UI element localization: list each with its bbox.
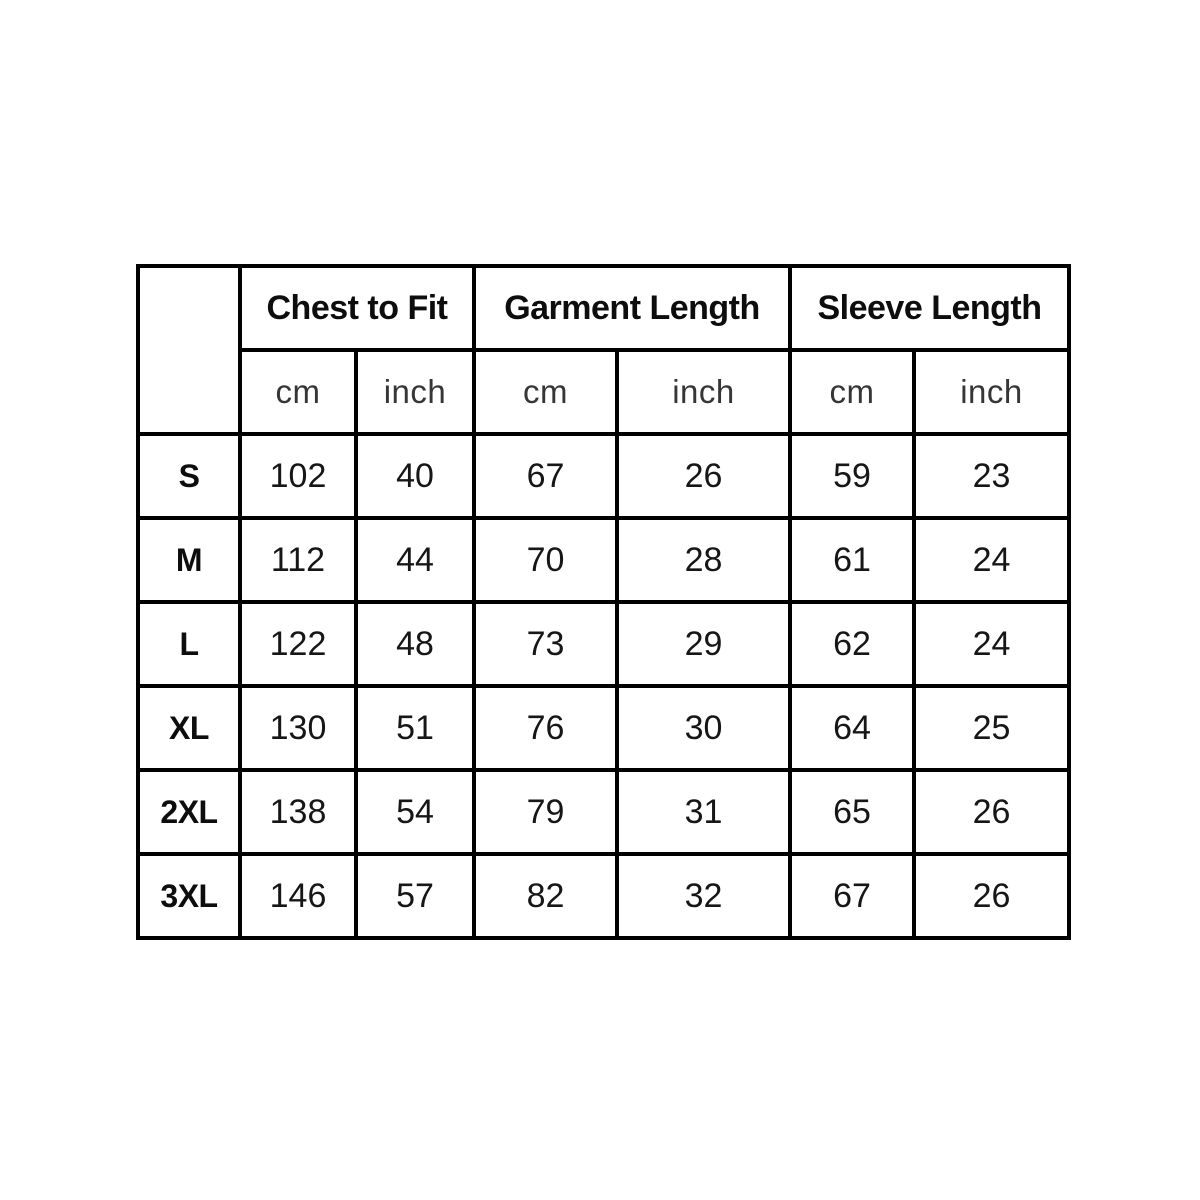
size-label: M [136,516,242,604]
size-label: S [136,432,242,520]
size-label: 3XL [136,852,242,940]
value-cell: 57 [354,852,476,940]
value-cell: 24 [912,516,1071,604]
value-cell: 76 [472,684,619,772]
value-cell: 26 [912,768,1071,856]
value-cell: 23 [912,432,1071,520]
column-group-header-row: Chest to Fit Garment Length Sleeve Lengt… [136,264,1071,436]
value-cell: 26 [912,852,1071,940]
value-cell: 79 [472,768,619,856]
value-cell: 25 [912,684,1071,772]
column-group-garment: Garment Length [472,264,792,352]
size-row-xl: XL 130 51 76 30 64 25 [136,684,1071,772]
size-row-s: S 102 40 67 26 59 23 [136,432,1071,520]
value-cell: 31 [615,768,792,856]
size-row-m: M 112 44 70 28 61 24 [136,516,1071,604]
size-row-l: L 122 48 73 29 62 24 [136,600,1071,688]
value-cell: 48 [354,600,476,688]
value-cell: 67 [472,432,619,520]
value-cell: 146 [238,852,358,940]
value-cell: 26 [615,432,792,520]
value-cell: 64 [788,684,916,772]
value-cell: 44 [354,516,476,604]
value-cell: 40 [354,432,476,520]
size-row-3xl: 3XL 146 57 82 32 67 26 [136,852,1071,940]
value-cell: 54 [354,768,476,856]
size-row-2xl: 2XL 138 54 79 31 65 26 [136,768,1071,856]
unit-header-row: cm inch cm inch cm inch [138,348,1071,436]
value-cell: 73 [472,600,619,688]
value-cell: 70 [472,516,619,604]
value-cell: 59 [788,432,916,520]
value-cell: 65 [788,768,916,856]
size-label: L [136,600,242,688]
value-cell: 130 [238,684,358,772]
value-cell: 28 [615,516,792,604]
value-cell: 67 [788,852,916,940]
value-cell: 138 [238,768,358,856]
value-cell: 112 [238,516,358,604]
size-label: 2XL [136,768,242,856]
unit-header: inch [912,348,1071,436]
unit-header: cm [472,348,619,436]
empty-corner-cell [136,264,242,436]
value-cell: 30 [615,684,792,772]
value-cell: 61 [788,516,916,604]
value-cell: 24 [912,600,1071,688]
value-cell: 122 [238,600,358,688]
size-label: XL [136,684,242,772]
size-chart-table: Chest to Fit Garment Length Sleeve Lengt… [136,264,1071,940]
unit-header: inch [615,348,792,436]
value-cell: 51 [354,684,476,772]
value-cell: 82 [472,852,619,940]
value-cell: 32 [615,852,792,940]
value-cell: 62 [788,600,916,688]
unit-header: inch [354,348,476,436]
unit-header: cm [788,348,916,436]
column-group-chest: Chest to Fit [238,264,476,352]
column-group-sleeve: Sleeve Length [788,264,1071,352]
value-cell: 102 [238,432,358,520]
unit-header: cm [238,348,358,436]
value-cell: 29 [615,600,792,688]
